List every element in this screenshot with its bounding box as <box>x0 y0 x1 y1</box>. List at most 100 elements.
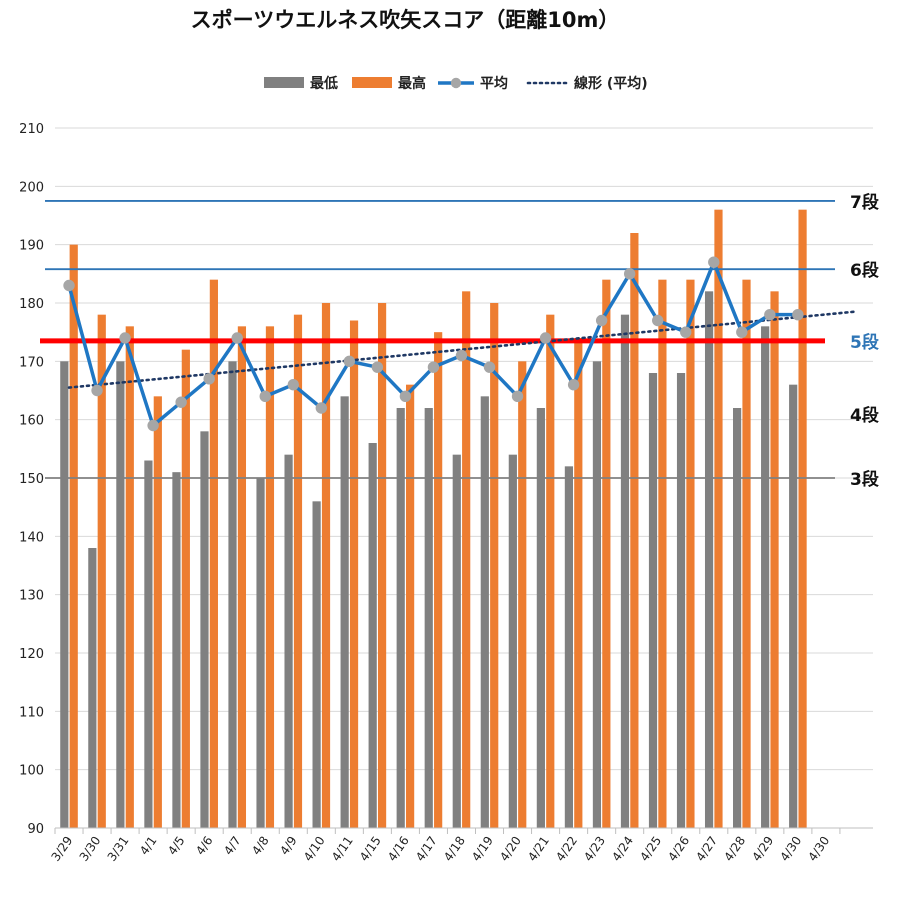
legend-label-average: 平均 <box>480 75 508 92</box>
bar-min <box>88 548 97 828</box>
reference-line-layer: 7段 6段 5段 4段 3段 <box>40 192 879 490</box>
legend-marker-average <box>450 77 462 89</box>
legend-label-max: 最高 <box>398 75 426 92</box>
average-marker <box>567 378 580 391</box>
bar-min <box>452 454 461 828</box>
x-tick-label: 4/28 <box>721 834 748 864</box>
level-label: 7段 <box>850 192 879 213</box>
legend-label-min: 最低 <box>310 75 338 92</box>
average-marker <box>91 384 103 397</box>
bar-max <box>181 349 190 828</box>
x-tick-label: 4/22 <box>553 834 580 864</box>
average-marker <box>539 332 552 344</box>
x-tick-label: 4/20 <box>497 834 524 864</box>
bar-max <box>69 244 78 828</box>
x-tick-label: 4/26 <box>665 834 692 864</box>
bar-max <box>434 332 443 828</box>
y-tick-label: 180 <box>19 297 44 312</box>
x-tick-label: 4/29 <box>749 834 776 864</box>
chart-title: スポーツウエルネス吹矢スコア（距離10m） <box>190 8 620 32</box>
average-marker <box>175 396 187 408</box>
x-tick-label: 4/9 <box>277 834 300 858</box>
average-marker <box>680 326 692 338</box>
x-tick-label: 4/11 <box>329 834 356 864</box>
bar-max <box>686 279 695 829</box>
line-layer <box>63 256 856 432</box>
x-tick-label: 4/23 <box>581 834 608 864</box>
bar-max <box>349 320 359 828</box>
y-tick-label: 150 <box>19 472 44 487</box>
average-marker <box>764 308 776 321</box>
average-marker <box>427 361 440 373</box>
y-tick-label: 160 <box>19 414 44 429</box>
x-tick-label: 4/16 <box>385 834 412 864</box>
level-label: 5段 <box>850 332 879 353</box>
bar-min <box>733 408 742 828</box>
x-tick-label: 4/6 <box>193 834 216 858</box>
y-tick-label: 170 <box>19 355 44 370</box>
x-tick-label: 4/7 <box>221 834 244 858</box>
bar-max <box>574 338 583 828</box>
bar-min <box>564 466 574 828</box>
average-marker <box>147 419 159 432</box>
average-marker <box>119 332 131 344</box>
bar-max <box>265 326 275 828</box>
bar-min <box>648 373 658 828</box>
bar-min <box>396 408 405 828</box>
bar-max <box>125 326 134 828</box>
x-tick-label: 3/30 <box>77 834 104 864</box>
bar-max <box>714 209 723 828</box>
x-tick-label: 4/17 <box>413 834 440 864</box>
x-tick-label: 4/30 <box>777 834 804 864</box>
x-tick-label: 4/30 <box>805 834 832 864</box>
x-tick-label: 4/19 <box>469 834 496 864</box>
bar-layer <box>60 209 807 829</box>
x-tick-label: 4/15 <box>357 834 384 864</box>
y-tick-label: 90 <box>27 822 44 837</box>
bar-min <box>340 396 349 828</box>
x-tick-label: 3/29 <box>49 834 76 864</box>
x-tick-label: 4/24 <box>609 834 636 864</box>
average-marker <box>483 361 496 373</box>
x-tick-label: 4/1 <box>137 834 160 858</box>
bar-min <box>284 454 293 828</box>
average-marker <box>343 355 356 368</box>
average-marker <box>315 402 328 414</box>
x-tick-label: 3/31 <box>105 834 132 864</box>
bar-min <box>60 361 69 828</box>
bar-max <box>377 303 387 828</box>
bar-max <box>97 314 106 829</box>
bar-max <box>406 384 415 828</box>
bar-max <box>742 279 751 829</box>
bar-min <box>312 501 321 828</box>
x-tick-label: 4/5 <box>165 834 188 858</box>
legend: 最低 最高 平均 線形 (平均) <box>264 75 648 92</box>
trendline <box>67 310 856 389</box>
average-marker <box>511 390 524 403</box>
bar-max <box>630 233 639 828</box>
bar-max <box>518 361 527 828</box>
legend-label-trendline: 線形 (平均) <box>574 75 648 92</box>
bar-min <box>620 314 630 829</box>
bar-max <box>321 303 331 828</box>
bar-min <box>228 361 237 828</box>
legend-swatch-min <box>264 77 304 88</box>
x-tick-label: 4/18 <box>441 834 468 864</box>
average-marker <box>792 308 804 321</box>
legend-swatch-max <box>352 77 392 88</box>
x-tick-label: 4/25 <box>637 834 664 864</box>
average-marker <box>736 326 748 338</box>
bar-max <box>546 314 555 829</box>
bar-min <box>536 408 545 828</box>
bar-min <box>676 373 686 828</box>
y-tick-label: 100 <box>19 764 44 779</box>
average-marker <box>595 314 608 327</box>
bar-min <box>789 384 798 828</box>
x-tick-label: 4/8 <box>249 834 272 858</box>
level-label: 3段 <box>850 469 879 490</box>
y-tick-label: 190 <box>19 239 44 254</box>
bar-max <box>490 303 499 828</box>
bar-min <box>116 361 125 828</box>
bar-max <box>770 291 779 828</box>
